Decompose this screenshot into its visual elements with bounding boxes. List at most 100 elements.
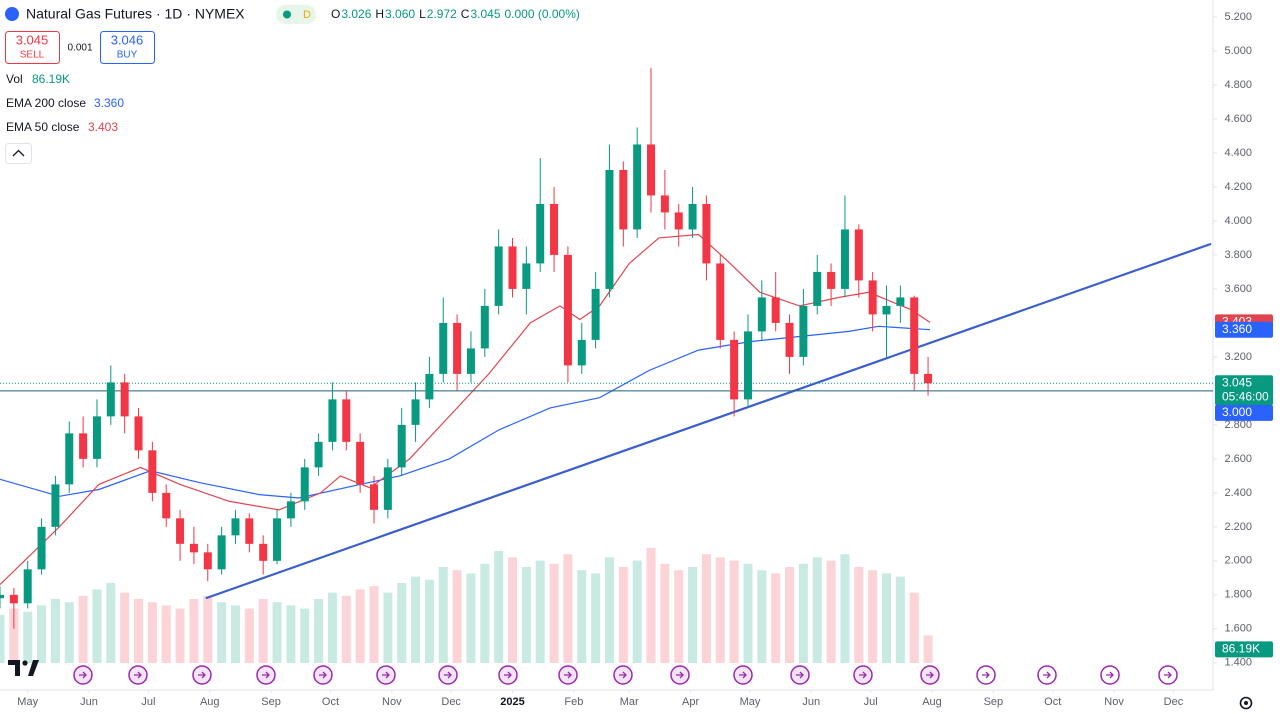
- sell-price: 3.045: [16, 32, 49, 47]
- candle-body: [9, 594, 18, 604]
- x-tick-label: Sep: [261, 696, 281, 708]
- volume-bar: [134, 599, 144, 663]
- event-arrow: [676, 671, 684, 679]
- volume-bar: [812, 557, 822, 663]
- event-arrow: [444, 671, 452, 679]
- volume-legend-name: Vol: [6, 72, 23, 86]
- event-arrow: [79, 671, 87, 679]
- y-tick-label: 2.600: [1224, 453, 1252, 465]
- trendline: [205, 242, 1212, 600]
- candle-body: [273, 518, 282, 561]
- y-tick-label: 4.800: [1224, 79, 1252, 91]
- y-tick-label: 1.800: [1224, 589, 1252, 601]
- y-tick-label: 2.800: [1224, 419, 1252, 431]
- candle-body: [522, 263, 531, 289]
- candle-body: [660, 195, 669, 213]
- buy-button[interactable]: [100, 31, 155, 64]
- volume-bar: [272, 602, 282, 663]
- volume-bar: [383, 592, 393, 663]
- spread: 0.001: [67, 43, 92, 54]
- y-tick-label: 3.800: [1224, 249, 1252, 261]
- volume-bar: [466, 573, 476, 663]
- candle-body: [508, 246, 517, 289]
- x-tick-label: Aug: [200, 696, 220, 708]
- volume-bar: [438, 567, 448, 663]
- event-arrow: [319, 671, 327, 679]
- event-arrow: [1164, 671, 1172, 679]
- volume-bar: [175, 608, 185, 663]
- candle-body: [591, 288, 600, 340]
- y-tick-label: 3.600: [1224, 283, 1252, 295]
- candle-body: [92, 416, 101, 459]
- candle-body: [106, 382, 115, 417]
- volume-bar: [369, 586, 379, 663]
- volume-bar: [452, 570, 462, 663]
- volume-bar: [729, 560, 739, 663]
- volume-bar: [258, 599, 268, 663]
- candle-body: [716, 263, 725, 340]
- volume-bar: [715, 557, 725, 663]
- volume-bar: [895, 576, 905, 663]
- x-tick-label: Dec: [1164, 696, 1184, 708]
- candle-body: [369, 484, 378, 510]
- candle-body: [924, 373, 933, 384]
- volume-bar: [494, 551, 504, 663]
- x-tick-label: 2025: [500, 696, 524, 708]
- candle-body: [633, 144, 642, 230]
- x-tick-label: Dec: [441, 696, 461, 708]
- volume-bar: [147, 602, 157, 663]
- event-arrow: [504, 671, 512, 679]
- candle-body: [79, 433, 88, 459]
- volume-bar: [411, 576, 421, 663]
- event-arrow: [134, 671, 142, 679]
- x-tick-label: May: [17, 696, 38, 708]
- event-arrow: [926, 671, 934, 679]
- volume-bar: [632, 560, 642, 663]
- candle-body: [259, 543, 268, 561]
- event-arrow: [982, 671, 990, 679]
- price-label: 3.045: [1222, 375, 1252, 389]
- event-arrow: [382, 671, 390, 679]
- volume-bar: [314, 599, 324, 663]
- logo-part: [28, 660, 39, 676]
- y-tick-label: 1.600: [1224, 623, 1252, 635]
- ohlc-key: H: [375, 7, 384, 21]
- x-tick-label: Sep: [984, 696, 1004, 708]
- settings-icon[interactable]: [1239, 696, 1253, 710]
- candle-body: [51, 484, 60, 527]
- y-tick-label: 5.000: [1224, 45, 1252, 57]
- x-tick-label: Jul: [141, 696, 155, 708]
- candle-body: [466, 348, 475, 374]
- candle-body: [217, 535, 226, 570]
- volume-bar: [798, 563, 808, 663]
- volume-bar: [826, 560, 836, 663]
- candle-body: [785, 322, 794, 357]
- candle-body: [176, 518, 185, 544]
- candle-body: [286, 501, 295, 519]
- candle-body: [328, 399, 337, 442]
- volume-bar: [230, 605, 240, 663]
- volume-bar: [923, 635, 933, 663]
- volume-bar: [563, 554, 573, 663]
- volume-bar: [355, 589, 365, 663]
- ema-legend-value: 3.403: [88, 120, 118, 134]
- candle-body: [674, 212, 683, 230]
- volume-bar: [424, 579, 434, 663]
- buy-label: BUY: [117, 50, 138, 61]
- plot-area: 1.400 1.600 1.800 2.000 2.200 2.400 2.600 2.800…: [0, 11, 1273, 708]
- candle-body: [425, 373, 434, 400]
- price-label: 3.000: [1222, 405, 1252, 419]
- logo-part: [22, 660, 28, 666]
- sell-button[interactable]: [5, 31, 60, 64]
- volume-bar: [64, 602, 74, 663]
- ohlc-value: 3.045: [470, 7, 500, 21]
- y-tick-label: 1.400: [1224, 657, 1252, 669]
- collapse-legend-button[interactable]: [5, 143, 32, 164]
- volume-bar: [785, 567, 795, 663]
- price-label-box: [1215, 321, 1273, 338]
- x-tick-label: Jun: [80, 696, 98, 708]
- volume-bar: [92, 589, 102, 663]
- candle-body: [23, 569, 32, 604]
- interval-badge: D: [303, 9, 311, 21]
- candle-body: [743, 331, 752, 400]
